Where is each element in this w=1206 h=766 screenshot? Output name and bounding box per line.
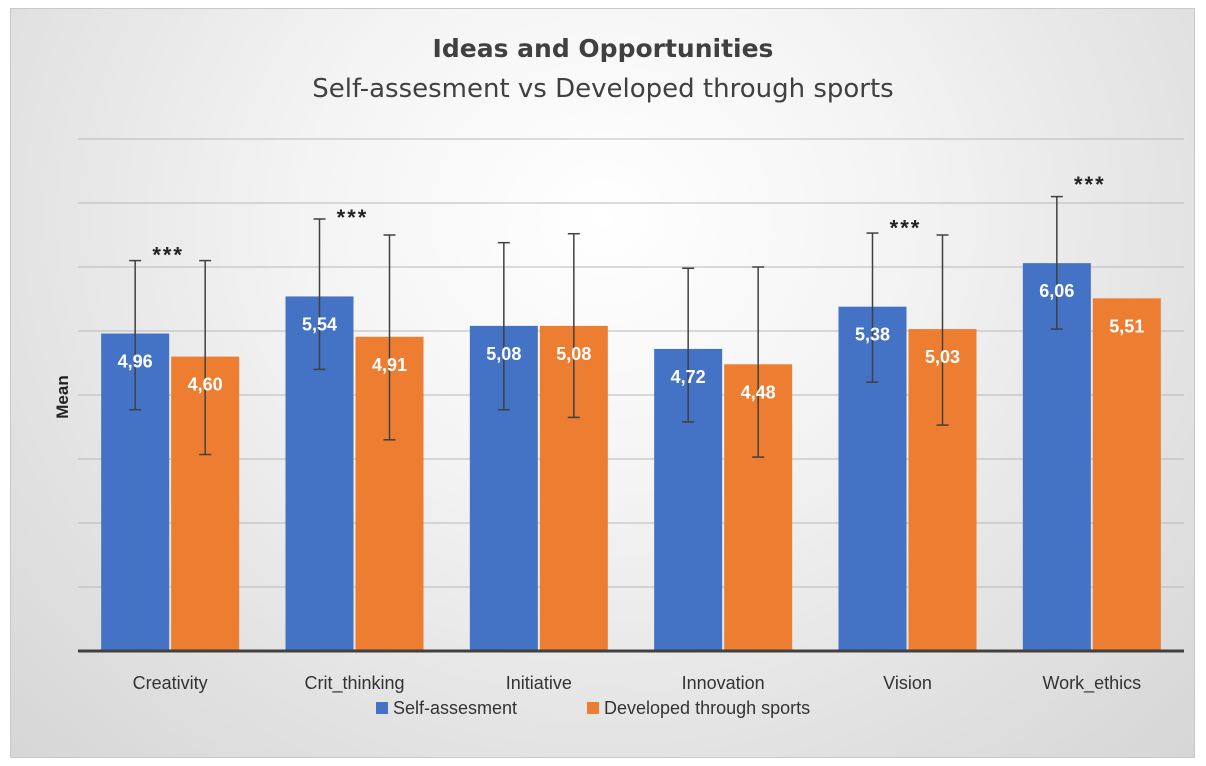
data-label-crit_thinking-series-0: 5,54 <box>302 314 337 334</box>
significance-crit_thinking: *** <box>337 205 369 230</box>
x-tick-creativity: Creativity <box>133 673 208 693</box>
significance-work_ethics: *** <box>1074 172 1106 197</box>
data-label-vision-series-0: 5,38 <box>855 325 890 345</box>
significance-group: *** *** *** *** <box>152 172 1106 267</box>
chart-frame: Ideas and Opportunities Self-assesment v… <box>10 8 1195 758</box>
data-label-initiative-series-1: 5,08 <box>556 344 591 364</box>
error-bars-group <box>129 195 1063 458</box>
data-label-innovation-series-0: 4,72 <box>671 367 706 387</box>
significance-creativity: *** <box>152 242 184 267</box>
bar-work_ethics-series-1 <box>1092 298 1161 651</box>
data-label-creativity-series-1: 4,60 <box>188 375 223 395</box>
legend: Self-assesment Developed through sports <box>376 698 810 718</box>
x-tick-initiative: Initiative <box>506 673 572 693</box>
significance-vision: *** <box>890 215 922 240</box>
legend-label-series-1: Developed through sports <box>604 698 810 718</box>
chart-title: Ideas and Opportunities <box>433 34 774 63</box>
bars-group <box>101 263 1161 651</box>
gridlines <box>78 138 1184 588</box>
data-label-vision-series-1: 5,03 <box>925 347 960 367</box>
x-tick-labels: Creativity Crit_thinking Initiative Innovat… <box>133 673 1142 694</box>
x-tick-work_ethics: Work_ethics <box>1042 673 1141 694</box>
data-label-work_ethics-series-1: 5,51 <box>1109 316 1144 336</box>
data-label-crit_thinking-series-1: 4,91 <box>372 355 407 375</box>
x-tick-vision: Vision <box>883 673 932 693</box>
x-tick-innovation: Innovation <box>682 673 765 693</box>
data-label-initiative-series-0: 5,08 <box>486 344 521 364</box>
legend-swatch-series-0 <box>376 702 388 714</box>
chart-subtitle: Self-assesment vs Developed through spor… <box>312 74 893 104</box>
legend-swatch-series-1 <box>587 702 599 714</box>
bar-chart: Ideas and Opportunities Self-assesment v… <box>53 34 1184 718</box>
x-tick-crit_thinking: Crit_thinking <box>304 673 404 694</box>
legend-label-series-0: Self-assesment <box>393 698 517 718</box>
data-labels-group: 4,96 4,60 5,54 4,91 5,08 5,08 4,72 4,48 5,38 5,03… <box>118 281 1145 402</box>
data-label-creativity-series-0: 4,96 <box>118 352 153 372</box>
y-axis-label: Mean <box>53 375 72 418</box>
data-label-innovation-series-1: 4,48 <box>741 382 776 402</box>
data-label-work_ethics-series-0: 6,06 <box>1039 281 1074 301</box>
